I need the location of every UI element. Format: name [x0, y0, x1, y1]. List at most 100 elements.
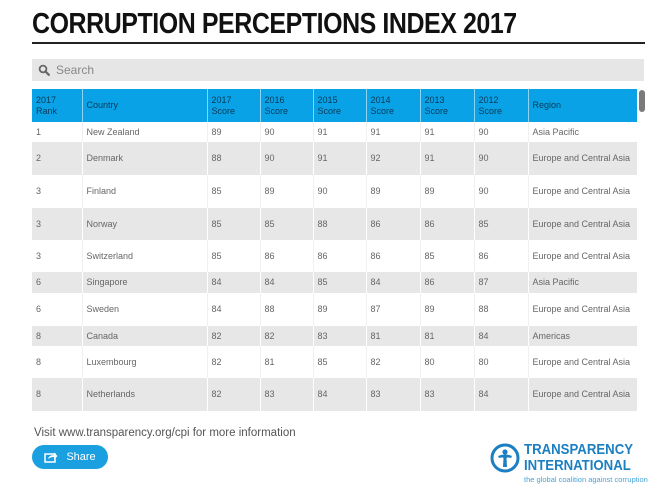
- table-row[interactable]: 2 Denmark 88 90 91 92 91 90 Europe and Central A…: [32, 142, 637, 175]
- cell-score-2015: 91: [313, 122, 367, 142]
- more-info-text[interactable]: Visit www.transparency.org/cpi for more …: [34, 427, 296, 439]
- column-header-score-2014[interactable]: 2014 Score: [366, 89, 421, 122]
- column-header-score-2016[interactable]: 2016 Score: [260, 89, 314, 122]
- cell-score-2015: 83: [313, 326, 367, 346]
- cell-rank: 3: [32, 175, 83, 208]
- logo-text-transparency: TRANSPARENCY: [524, 441, 634, 458]
- cell-score-2016: 84: [260, 272, 314, 293]
- scrollbar-thumb[interactable]: [639, 90, 645, 112]
- cell-score-2017: 84: [207, 293, 261, 326]
- cell-score-2016: 88: [260, 293, 314, 326]
- table-row[interactable]: 8 Netherlands 82 83 84 83 83 84 Europe and Centr…: [32, 378, 637, 411]
- cell-score-2016: 90: [260, 122, 314, 142]
- column-header-line1: Region: [532, 100, 562, 110]
- cell-score-2016: 89: [260, 175, 314, 208]
- column-header-country[interactable]: Country: [82, 89, 208, 122]
- search-bar[interactable]: [32, 59, 644, 81]
- transparency-international-logo[interactable]: TRANSPARENCY INTERNATIONAL the global co…: [490, 441, 650, 491]
- column-header-line1: 2015: [317, 94, 338, 105]
- cell-score-2014: 89: [366, 175, 421, 208]
- table-row[interactable]: 1 New Zealand 89 90 91 91 91 90 Asia Pacific: [32, 122, 637, 142]
- column-header-score-2012[interactable]: 2012 Score: [474, 89, 529, 122]
- title-underline: [32, 42, 645, 44]
- cell-country: Sweden: [82, 293, 208, 326]
- cell-rank: 3: [32, 240, 83, 272]
- column-header-line1: 2017: [36, 94, 57, 105]
- cell-score-2014: 91: [366, 122, 421, 142]
- cell-country: Finland: [82, 175, 208, 208]
- cell-score-2012: 86: [474, 240, 529, 272]
- cell-score-2013: 86: [420, 272, 475, 293]
- cell-score-2016: 81: [260, 346, 314, 378]
- cell-rank: 8: [32, 326, 83, 346]
- share-button[interactable]: Share: [32, 445, 108, 469]
- cell-score-2015: 85: [313, 346, 367, 378]
- cell-score-2012: 88: [474, 293, 529, 326]
- cell-country: New Zealand: [82, 122, 208, 142]
- column-header-line1: 2016: [264, 94, 285, 105]
- cell-score-2014: 86: [366, 240, 421, 272]
- cell-region: Europe and Central Asia: [528, 346, 637, 378]
- cell-rank: 6: [32, 272, 83, 293]
- cell-score-2013: 91: [420, 122, 475, 142]
- column-header-line2: Score: [370, 105, 395, 116]
- cell-score-2014: 81: [366, 326, 421, 346]
- cell-score-2012: 84: [474, 326, 529, 346]
- column-header-line2: Rank: [36, 105, 58, 116]
- cell-score-2016: 85: [260, 208, 314, 240]
- cell-score-2015: 84: [313, 378, 367, 411]
- cell-score-2017: 82: [207, 378, 261, 411]
- cell-rank: 3: [32, 208, 83, 240]
- table-body: 1 New Zealand 89 90 91 91 91 90 Asia Pacific 2 Den…: [32, 122, 637, 411]
- table-row[interactable]: 3 Norway 85 85 88 86 86 85 Europe and Central As…: [32, 208, 637, 240]
- cell-score-2014: 92: [366, 142, 421, 175]
- cell-rank: 6: [32, 293, 83, 326]
- column-header-score-2013[interactable]: 2013 Score: [420, 89, 475, 122]
- transparency-logo-icon: [490, 443, 520, 473]
- table-row[interactable]: 6 Singapore 84 84 85 84 86 87 Asia Pacific: [32, 272, 637, 293]
- cell-region: Americas: [528, 326, 637, 346]
- cell-score-2014: 84: [366, 272, 421, 293]
- cell-score-2012: 90: [474, 175, 529, 208]
- cell-rank: 8: [32, 346, 83, 378]
- cell-score-2012: 84: [474, 378, 529, 411]
- cell-score-2012: 87: [474, 272, 529, 293]
- cell-rank: 8: [32, 378, 83, 411]
- cpi-table-container: 2017 Rank Country 2017 Score 2016 Score 2015 Sco…: [32, 89, 637, 411]
- page-title: CORRUPTION PERCEPTIONS INDEX 2017: [32, 8, 517, 40]
- cell-score-2013: 81: [420, 326, 475, 346]
- search-input[interactable]: [56, 63, 636, 77]
- cell-score-2017: 88: [207, 142, 261, 175]
- table-row[interactable]: 6 Sweden 84 88 89 87 89 88 Europe and Central As…: [32, 293, 637, 326]
- table-row[interactable]: 8 Canada 82 82 83 81 81 84 Americas: [32, 326, 637, 346]
- column-header-region[interactable]: Region: [528, 89, 637, 122]
- cell-score-2015: 85: [313, 272, 367, 293]
- table-row[interactable]: 3 Switzerland 85 86 86 86 85 86 Europe and Centr…: [32, 240, 637, 272]
- cell-score-2016: 90: [260, 142, 314, 175]
- cell-country: Switzerland: [82, 240, 208, 272]
- cell-score-2015: 89: [313, 293, 367, 326]
- cell-score-2016: 86: [260, 240, 314, 272]
- cell-rank: 2: [32, 142, 83, 175]
- column-header-score-2015[interactable]: 2015 Score: [313, 89, 367, 122]
- cell-score-2013: 86: [420, 208, 475, 240]
- column-header-score-2017[interactable]: 2017 Score: [207, 89, 261, 122]
- table-row[interactable]: 3 Finland 85 89 90 89 89 90 Europe and Central A…: [32, 175, 637, 208]
- cell-score-2017: 85: [207, 240, 261, 272]
- table-row[interactable]: 8 Luxembourg 82 81 85 82 80 80 Europe and Centra…: [32, 346, 637, 378]
- cell-region: Europe and Central Asia: [528, 175, 637, 208]
- cell-score-2017: 84: [207, 272, 261, 293]
- logo-text-international: INTERNATIONAL: [524, 457, 631, 474]
- table-scrollbar[interactable]: [639, 89, 645, 411]
- cell-score-2016: 82: [260, 326, 314, 346]
- cell-score-2016: 83: [260, 378, 314, 411]
- cell-score-2013: 89: [420, 293, 475, 326]
- cell-score-2015: 90: [313, 175, 367, 208]
- cell-score-2012: 80: [474, 346, 529, 378]
- column-header-line1: 2013: [424, 94, 445, 105]
- cell-region: Asia Pacific: [528, 272, 637, 293]
- logo-tagline: the global coalition against corruption: [524, 475, 648, 484]
- column-header-rank[interactable]: 2017 Rank: [32, 89, 83, 122]
- cell-score-2015: 88: [313, 208, 367, 240]
- column-header-line2: Score: [478, 105, 503, 116]
